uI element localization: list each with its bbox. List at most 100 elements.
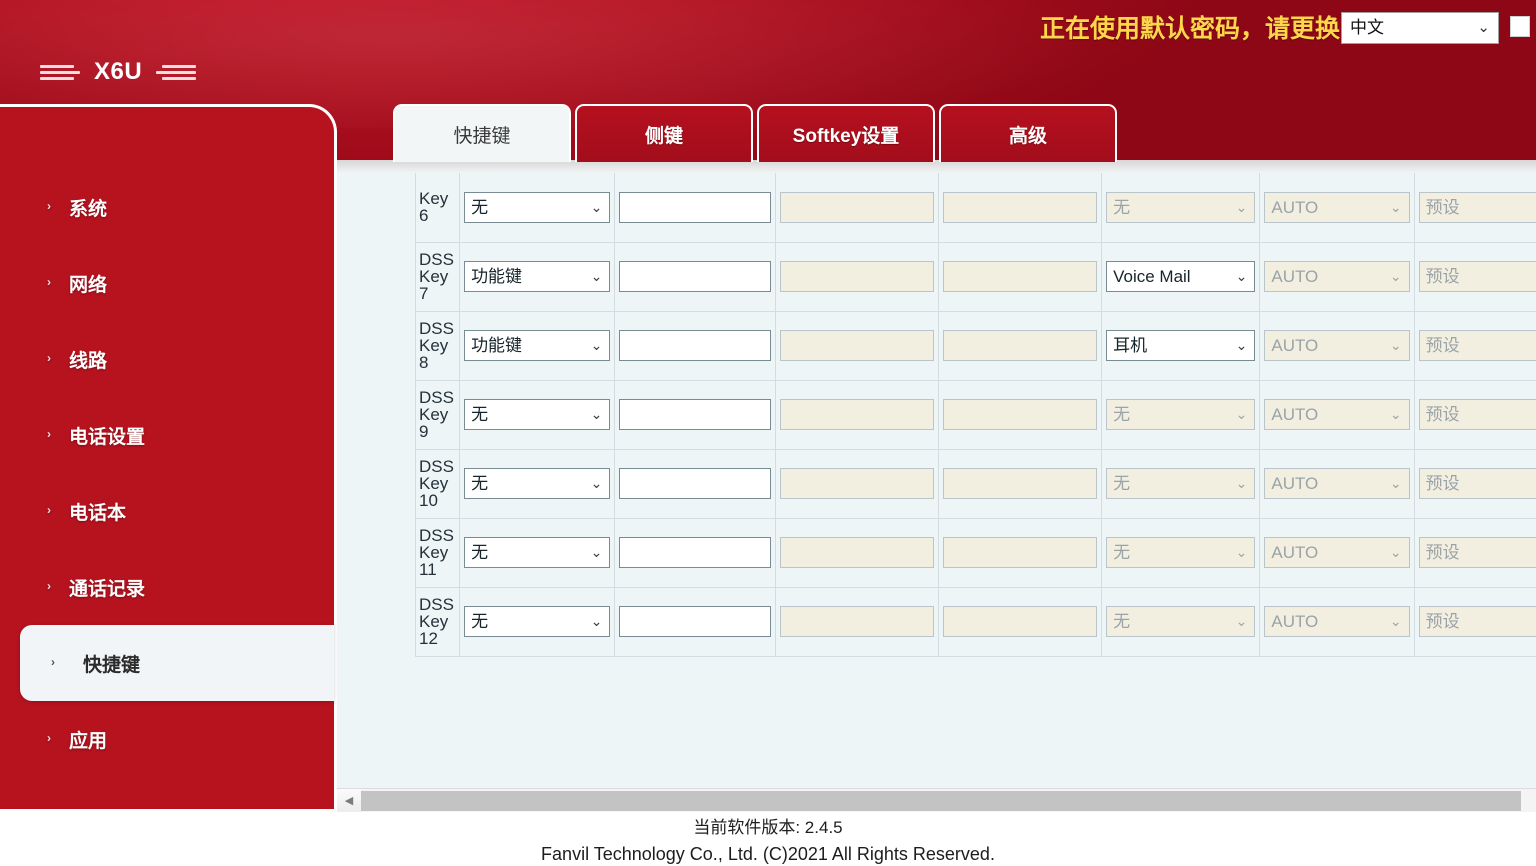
key-type-select[interactable]: 无 ⌄ — [464, 191, 611, 223]
chevron-down-icon: ⌄ — [1477, 19, 1490, 36]
key-type-select[interactable]: 无 ⌄ — [464, 399, 611, 430]
key-value-cell — [614, 517, 776, 588]
key-value-input[interactable] — [619, 606, 771, 637]
key-type-select-value: 无 — [471, 543, 489, 562]
key-auto-cell: AUTO ⌄ — [1259, 586, 1415, 657]
key-auto-select-value: AUTO — [1271, 474, 1319, 493]
key-type-select[interactable]: 无 ⌄ — [464, 468, 611, 499]
table-row: DSS Key 7 功能键 ⌄ Voice Mail ⌄ AUTO ⌄ 预设 — [414, 241, 1536, 312]
key-preset-input: 预设 — [1418, 261, 1536, 292]
sidebar-item-label: 线路 — [69, 350, 108, 372]
key-value-input[interactable] — [619, 330, 771, 361]
key-subtype-select[interactable]: 耳机 ⌄ — [1106, 330, 1256, 361]
key-subtype-select: 无 ⌄ — [1106, 399, 1256, 430]
sidebar-item-1[interactable]: › 系统 — [0, 169, 334, 245]
key-type-select[interactable]: 无 ⌄ — [464, 537, 611, 568]
key-preset-input: 预设 — [1418, 330, 1536, 361]
chevron-down-icon: ⌄ — [1389, 406, 1402, 422]
chevron-right-icon: › — [47, 351, 51, 365]
key-field-a-input — [779, 537, 934, 568]
key-field-a-cell — [774, 310, 939, 381]
scrollbar-thumb[interactable] — [361, 790, 1521, 811]
key-preset-input: 预设 — [1418, 537, 1536, 568]
row-label: DSS Key 12 — [414, 586, 461, 657]
sidebar-item-4[interactable]: › 电话设置 — [0, 397, 334, 473]
chevron-down-icon: ⌄ — [590, 613, 603, 629]
key-value-cell — [614, 586, 776, 657]
key-type-cell: 无 ⌄ — [459, 517, 616, 588]
key-type-select[interactable]: 无 ⌄ — [464, 606, 611, 637]
chevron-down-icon: ⌄ — [1235, 544, 1248, 560]
horizontal-scrollbar[interactable]: ◀ — [337, 788, 1536, 813]
key-type-cell: 功能键 ⌄ — [459, 310, 616, 381]
key-auto-select: AUTO ⌄ — [1264, 330, 1410, 361]
key-subtype-select: 无 ⌄ — [1106, 606, 1256, 637]
sidebar-item-2[interactable]: › 网络 — [0, 245, 334, 321]
key-auto-cell: AUTO ⌄ — [1259, 379, 1415, 450]
corner-placeholder-box — [1510, 16, 1530, 37]
key-type-select-value: 无 — [471, 197, 489, 217]
main-content: Key 6 无 ⌄ 无 ⌄ AUTO ⌄ 预设 DSS Key 7 功能键 ⌄ Voice Mail ⌄… — [337, 160, 1536, 812]
sidebar-item-5[interactable]: › 电话本 — [0, 473, 334, 549]
key-subtype-select[interactable]: Voice Mail ⌄ — [1106, 261, 1256, 292]
sidebar-item-7[interactable]: › 快捷键 — [20, 625, 334, 701]
chevron-right-icon: › — [47, 275, 51, 289]
sidebar-item-label: 系统 — [69, 198, 108, 220]
key-field-b-cell — [937, 310, 1103, 381]
key-auto-select-value: AUTO — [1271, 336, 1319, 355]
top-banner: X6U 正在使用默认密码，请更换 中文 ⌄ — [0, 0, 1536, 160]
key-value-input[interactable] — [619, 468, 771, 499]
key-auto-select-value: AUTO — [1271, 543, 1319, 562]
chevron-down-icon: ⌄ — [1235, 406, 1248, 422]
sidebar-item-label: 电话本 — [69, 502, 127, 524]
key-subtype-select-value: 无 — [1113, 197, 1131, 217]
key-auto-cell: AUTO ⌄ — [1259, 448, 1415, 519]
key-type-select-value: 无 — [471, 474, 489, 493]
key-subtype-select-value: 无 — [1113, 405, 1131, 424]
language-select[interactable]: 中文 ⌄ — [1341, 12, 1499, 44]
key-field-a-input — [779, 468, 934, 499]
sidebar-item-3[interactable]: › 线路 — [0, 321, 334, 397]
key-auto-select-value: AUTO — [1271, 197, 1319, 217]
copyright: Fanvil Technology Co., Ltd. (C)2021 All … — [541, 843, 995, 864]
chevron-down-icon: ⌄ — [590, 337, 603, 353]
key-subtype-select: 无 ⌄ — [1106, 468, 1256, 499]
chevron-down-icon: ⌄ — [1235, 268, 1248, 284]
key-subtype-cell: 无 ⌄ — [1101, 173, 1261, 243]
key-value-input[interactable] — [619, 537, 771, 568]
table-row: Key 6 无 ⌄ 无 ⌄ AUTO ⌄ 预设 — [414, 173, 1536, 243]
row-label: DSS Key 8 — [414, 310, 461, 381]
chevron-down-icon: ⌄ — [1235, 198, 1248, 215]
key-field-a-cell — [774, 448, 939, 519]
key-preset-cell: 预设 — [1413, 241, 1536, 312]
key-field-a-cell — [774, 586, 939, 657]
key-type-cell: 无 ⌄ — [459, 379, 616, 450]
key-type-select[interactable]: 功能键 ⌄ — [464, 261, 611, 292]
dss-key-table: Key 6 无 ⌄ 无 ⌄ AUTO ⌄ 预设 DSS Key 7 功能键 ⌄ Voice Mail ⌄… — [414, 173, 1536, 657]
tab-2[interactable]: 侧键 — [575, 104, 753, 162]
sidebar-item-6[interactable]: › 通话记录 — [0, 549, 334, 625]
key-type-cell: 无 ⌄ — [459, 448, 616, 519]
table-row: DSS Key 11 无 ⌄ 无 ⌄ AUTO ⌄ 预设 — [414, 517, 1536, 588]
tab-1[interactable]: 快捷键 — [393, 104, 571, 162]
row-label: DSS Key 7 — [414, 241, 461, 312]
tab-4[interactable]: 高级 — [939, 104, 1117, 162]
default-password-warning: 正在使用默认密码，请更换 — [1039, 15, 1340, 43]
key-value-input[interactable] — [619, 261, 771, 292]
key-value-input[interactable] — [619, 191, 771, 223]
key-subtype-select-value: Voice Mail — [1113, 267, 1191, 286]
key-type-select-value: 功能键 — [471, 336, 523, 355]
key-subtype-select-value: 无 — [1113, 543, 1131, 562]
sidebar-item-8[interactable]: › 应用 — [0, 701, 334, 777]
scroll-left-arrow-icon[interactable]: ◀ — [337, 788, 361, 813]
key-type-select[interactable]: 功能键 ⌄ — [464, 330, 611, 361]
chevron-down-icon: ⌄ — [1389, 337, 1402, 353]
key-subtype-cell: 无 ⌄ — [1101, 448, 1261, 519]
key-preset-input: 预设 — [1418, 606, 1536, 637]
key-field-b-cell — [937, 517, 1103, 588]
tab-3[interactable]: Softkey设置 — [757, 104, 935, 162]
key-subtype-cell: 无 ⌄ — [1101, 517, 1261, 588]
chevron-down-icon: ⌄ — [590, 268, 603, 284]
scrollbar-track[interactable] — [361, 788, 1536, 813]
key-value-input[interactable] — [619, 399, 771, 430]
